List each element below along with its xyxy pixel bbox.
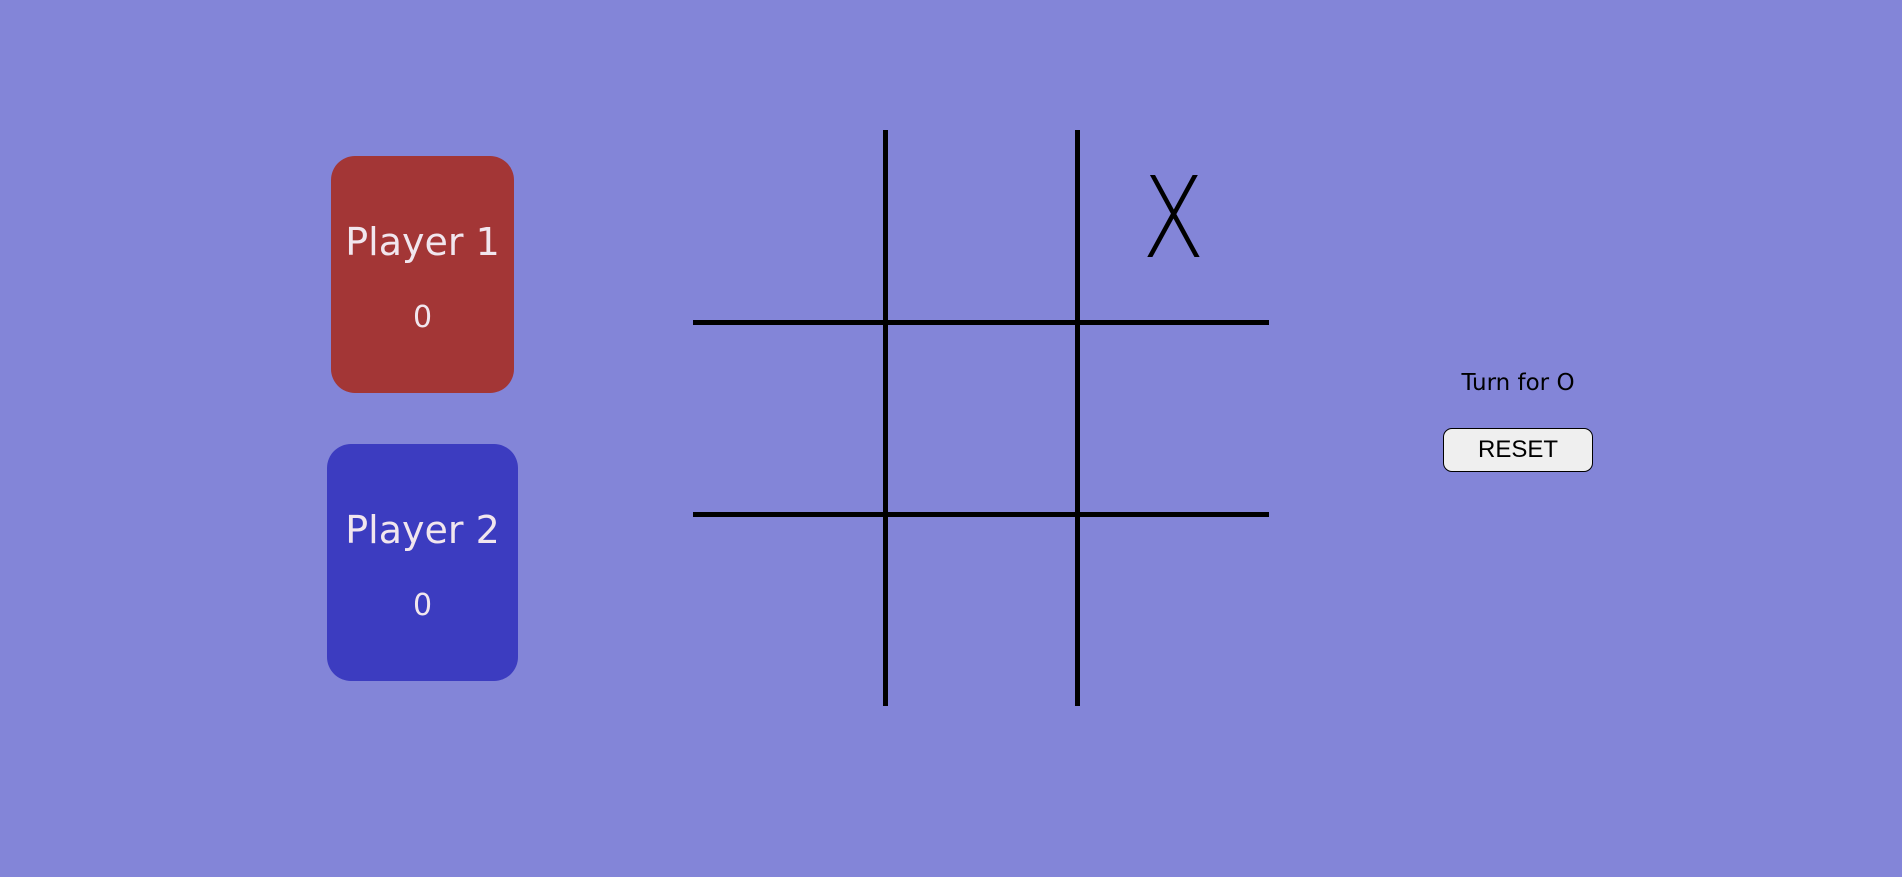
board-cell-8[interactable] <box>885 514 1077 706</box>
board-cell-4[interactable] <box>693 322 885 514</box>
board-cell-6[interactable] <box>1077 322 1269 514</box>
cell-mark: X <box>1141 154 1205 284</box>
player-1-score: 0 <box>412 299 433 335</box>
player-2-name: Player 2 <box>345 507 500 552</box>
board-cell-2[interactable] <box>885 130 1077 322</box>
turn-indicator: Turn for O <box>1461 370 1575 396</box>
board-cell-5[interactable] <box>885 322 1077 514</box>
grid-line-horizontal-2 <box>693 512 1269 517</box>
board-cell-3[interactable]: X <box>1077 130 1269 322</box>
reset-button[interactable]: RESET <box>1443 428 1593 472</box>
player-2-score-card: Player 2 0 <box>327 444 518 681</box>
game-board: X <box>693 130 1269 706</box>
grid-line-horizontal-1 <box>693 320 1269 325</box>
board-cell-7[interactable] <box>693 514 885 706</box>
board-cell-9[interactable] <box>1077 514 1269 706</box>
player-1-name: Player 1 <box>345 219 500 264</box>
player-2-score: 0 <box>412 587 433 623</box>
board-cell-1[interactable] <box>693 130 885 322</box>
grid-line-vertical-2 <box>1075 130 1080 706</box>
grid-line-vertical-1 <box>883 130 888 706</box>
player-1-score-card: Player 1 0 <box>331 156 514 393</box>
